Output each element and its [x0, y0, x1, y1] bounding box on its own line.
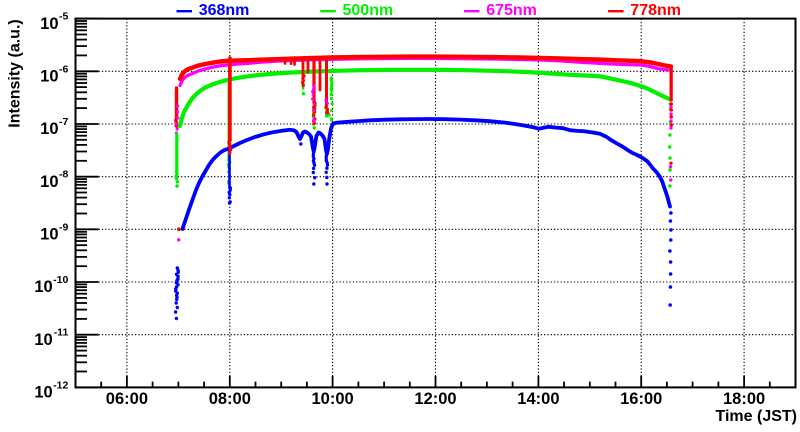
svg-text:10: 10 — [40, 120, 58, 138]
svg-text:675nm: 675nm — [486, 2, 537, 19]
svg-text:10: 10 — [34, 384, 52, 402]
svg-text:12:00: 12:00 — [414, 390, 456, 408]
svg-text:18:00: 18:00 — [723, 390, 765, 408]
svg-text:06:00: 06:00 — [106, 390, 148, 408]
svg-text:778nm: 778nm — [630, 2, 681, 19]
svg-text:10: 10 — [40, 226, 58, 244]
svg-text:-9: -9 — [59, 221, 68, 233]
svg-text:-5: -5 — [59, 11, 68, 23]
svg-text:368nm: 368nm — [199, 2, 250, 19]
svg-text:10: 10 — [40, 173, 58, 191]
svg-text:14:00: 14:00 — [517, 390, 559, 408]
svg-text:-12: -12 — [53, 379, 68, 391]
svg-text:-6: -6 — [59, 63, 68, 75]
svg-text:-10: -10 — [53, 274, 68, 286]
svg-text:-8: -8 — [59, 169, 68, 181]
svg-text:10: 10 — [40, 15, 58, 33]
svg-text:500nm: 500nm — [343, 2, 394, 19]
svg-text:-11: -11 — [54, 327, 69, 339]
svg-text:-7: -7 — [59, 116, 68, 128]
svg-text:16:00: 16:00 — [620, 390, 662, 408]
svg-text:Time (JST): Time (JST) — [716, 408, 798, 425]
svg-text:10: 10 — [34, 331, 52, 349]
svg-text:10:00: 10:00 — [311, 390, 353, 408]
svg-text:10: 10 — [40, 68, 58, 86]
svg-text:10: 10 — [34, 278, 52, 296]
svg-text:08:00: 08:00 — [209, 390, 251, 408]
svg-text:Intensity (a.u.): Intensity (a.u.) — [7, 19, 24, 127]
